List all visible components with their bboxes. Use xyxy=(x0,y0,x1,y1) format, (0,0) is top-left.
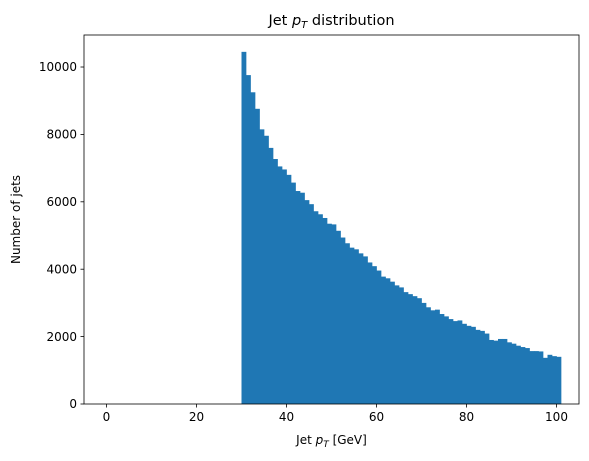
histogram-bar xyxy=(385,278,391,404)
histogram-bar xyxy=(403,292,409,404)
histogram-bar xyxy=(255,108,260,405)
histogram-bar xyxy=(471,326,476,404)
histogram-bar xyxy=(520,347,526,404)
histogram-bar xyxy=(313,211,319,404)
histogram-bar xyxy=(439,314,445,404)
histogram-bar xyxy=(291,182,296,404)
histogram-bar xyxy=(547,354,553,404)
histogram-bar xyxy=(462,323,467,404)
histogram-bar xyxy=(484,333,490,404)
histogram-bar xyxy=(268,147,274,404)
histogram-bar xyxy=(282,169,287,404)
plot-frame xyxy=(83,34,580,405)
histogram-bar xyxy=(286,174,292,404)
x-tick-label: 20 xyxy=(189,410,204,424)
histogram-bar xyxy=(475,329,481,404)
y-tick-label: 10000 xyxy=(39,60,77,74)
histogram-bar xyxy=(412,296,418,404)
histogram-bar xyxy=(273,159,278,404)
histogram-bar xyxy=(318,214,323,404)
y-tick-label: 6000 xyxy=(46,195,77,209)
histogram-bar xyxy=(529,351,535,404)
histogram-bar xyxy=(372,266,377,404)
x-tick-label: 0 xyxy=(103,410,111,424)
histogram-bar xyxy=(367,262,373,404)
y-axis-ticks: 0 2000 4000 6000 8000 10000 xyxy=(39,60,84,411)
histogram-bar xyxy=(390,281,395,404)
x-axis-ticks: 0 20 40 60 80 100 xyxy=(103,404,568,424)
histogram-bar xyxy=(543,357,548,404)
histogram-bar xyxy=(300,192,305,404)
histogram-bar xyxy=(399,287,404,404)
x-tick-label: 40 xyxy=(279,410,294,424)
histogram-bar xyxy=(336,230,341,404)
histogram-bar xyxy=(525,348,530,404)
histogram-bar xyxy=(408,294,413,404)
y-axis-label: Number of jets xyxy=(9,175,23,264)
histogram-bar xyxy=(295,191,301,404)
histogram-bar xyxy=(304,200,310,404)
histogram-bar xyxy=(453,321,458,404)
histogram-bar xyxy=(489,339,494,404)
x-axis-label: Jet pT [GeV] xyxy=(295,433,367,450)
histogram-bar xyxy=(511,343,517,404)
y-tick-label: 4000 xyxy=(46,262,77,276)
histogram-bar xyxy=(444,316,449,404)
histogram-bar xyxy=(552,356,557,404)
histogram-bar xyxy=(349,247,355,404)
histogram-bar xyxy=(457,320,463,404)
histogram-bar xyxy=(448,319,454,404)
x-tick-label: 80 xyxy=(459,410,474,424)
histogram-bar xyxy=(354,249,359,404)
histogram-bar xyxy=(556,356,562,404)
histogram-bar xyxy=(538,351,544,404)
y-tick-label: 8000 xyxy=(46,128,77,142)
histogram-bar xyxy=(507,342,512,404)
histogram-bar xyxy=(376,270,382,404)
histogram-bar xyxy=(340,237,346,404)
histogram-bar xyxy=(466,325,472,404)
y-tick-label: 0 xyxy=(69,397,77,411)
histogram-bar xyxy=(435,309,440,404)
histogram-bar xyxy=(250,92,256,405)
bars-group xyxy=(241,51,562,405)
histogram-bar xyxy=(417,298,422,404)
y-tick-label: 2000 xyxy=(46,330,77,344)
chart-title: Jet pT distribution xyxy=(267,13,394,31)
histogram-bar xyxy=(345,243,350,404)
x-tick-label: 100 xyxy=(545,410,568,424)
histogram-bar xyxy=(241,51,247,405)
histogram-bar xyxy=(363,256,368,404)
histogram-bar xyxy=(246,75,251,404)
histogram-bar xyxy=(534,351,539,404)
x-tick-label: 60 xyxy=(369,410,384,424)
histogram-bar xyxy=(309,204,314,404)
histogram-bar xyxy=(421,302,427,404)
histogram-bar xyxy=(322,217,328,404)
histogram-bar xyxy=(502,338,508,404)
histogram-bar xyxy=(381,276,386,404)
histogram-bar xyxy=(331,224,337,404)
histogram-bar xyxy=(277,166,283,404)
histogram-bar xyxy=(426,307,431,404)
histogram-bar xyxy=(516,345,521,404)
histogram-bar xyxy=(394,285,400,404)
histogram-bar xyxy=(259,129,265,404)
histogram-bar xyxy=(480,330,485,404)
histogram-bar xyxy=(498,338,503,404)
histogram-bar xyxy=(264,135,269,404)
histogram-bar xyxy=(327,223,332,404)
histogram-bar xyxy=(430,310,436,404)
histogram-bar xyxy=(358,253,364,404)
histogram-bar xyxy=(493,340,499,404)
